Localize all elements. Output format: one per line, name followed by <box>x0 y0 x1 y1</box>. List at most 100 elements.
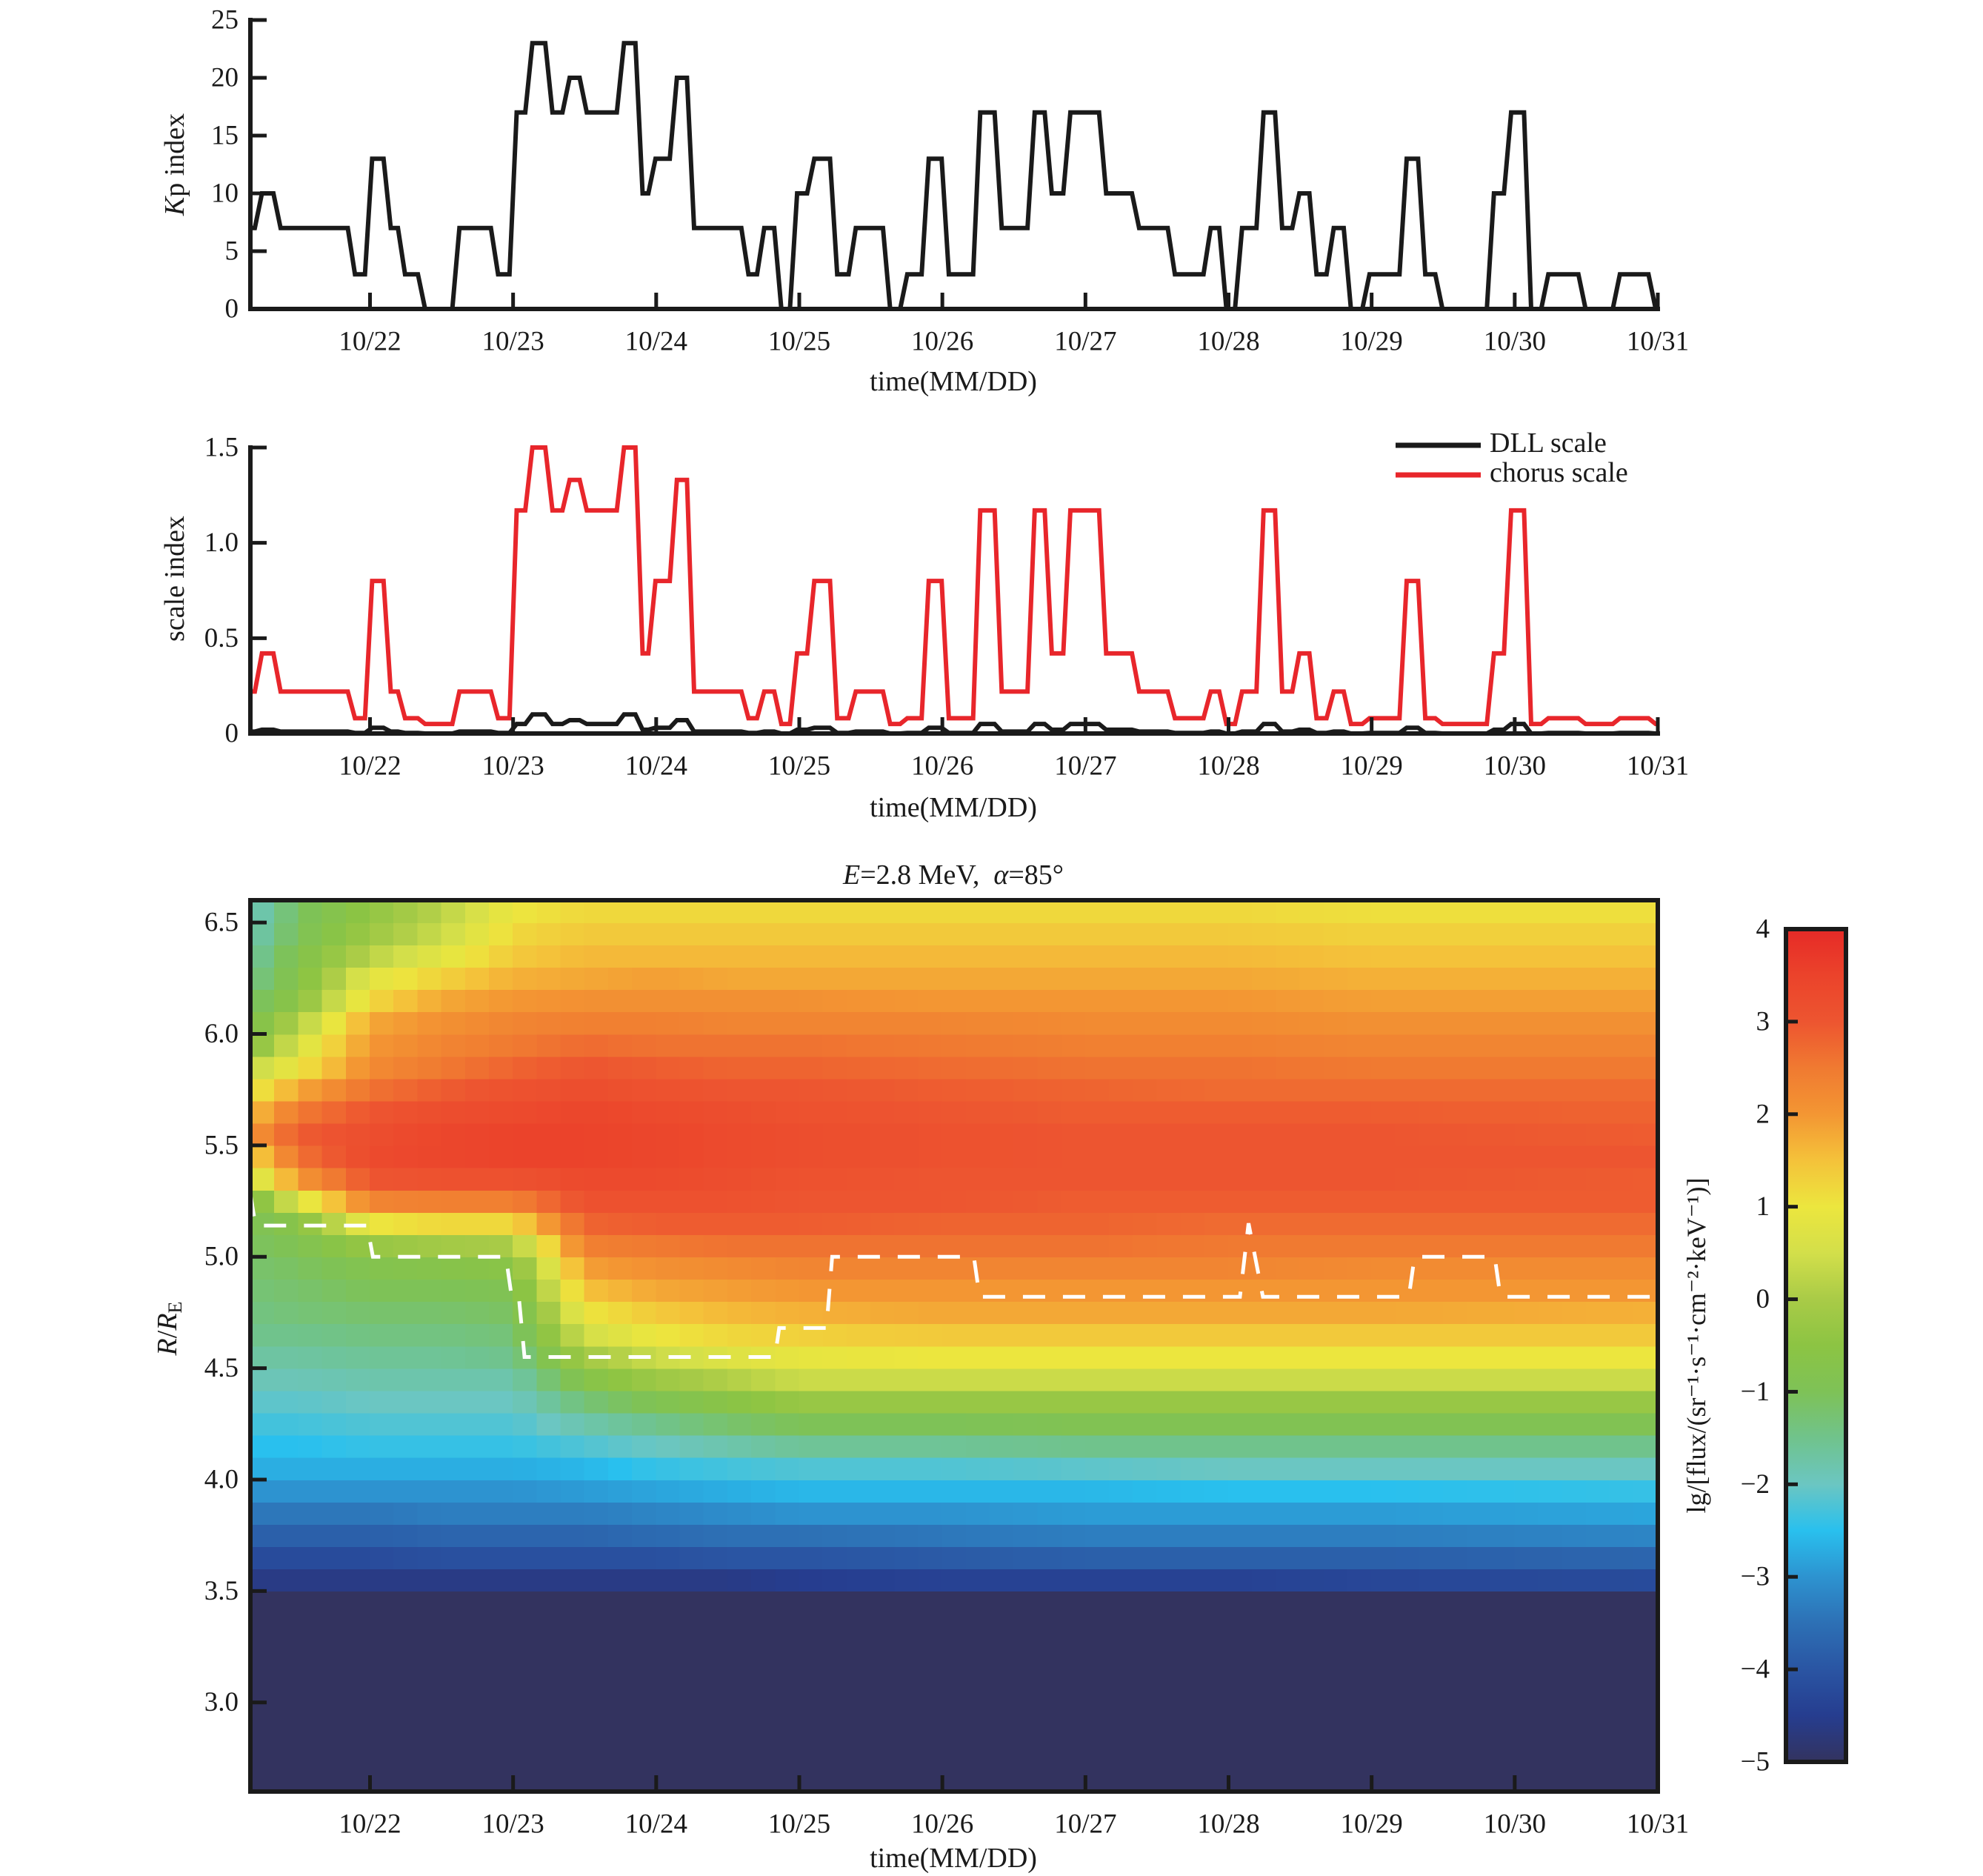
heatmap-cell <box>345 1257 370 1280</box>
heatmap-cell <box>250 1569 275 1592</box>
heatmap-cell <box>727 1368 752 1391</box>
heatmap-cell <box>441 1591 466 1614</box>
heatmap-cell <box>846 1524 871 1547</box>
heatmap-cell <box>536 1323 561 1347</box>
heatmap-cell <box>1371 1502 1396 1525</box>
heatmap-cell <box>1180 1434 1205 1458</box>
heatmap-cell <box>1133 1122 1158 1146</box>
heatmap-cell <box>1204 967 1229 991</box>
heatmap-cell <box>536 1167 561 1191</box>
heatmap-cell <box>894 1412 919 1436</box>
heatmap-cell <box>822 1257 847 1280</box>
heatmap-cell <box>1037 989 1062 1013</box>
heatmap-cell <box>370 1390 394 1414</box>
heatmap-cell <box>1514 1346 1539 1369</box>
heatmap-cell <box>822 1546 847 1570</box>
colorbar-tick-label: −3 <box>1741 1562 1770 1592</box>
heatmap-cell <box>345 1368 370 1391</box>
heatmap-cell <box>1610 1145 1635 1168</box>
heatmap-cell <box>513 967 538 991</box>
y-tick-label: 3.5 <box>204 1576 239 1606</box>
heatmap-cell <box>1442 1234 1467 1257</box>
heatmap-cell <box>1109 1479 1133 1503</box>
heatmap-cell <box>489 1056 513 1080</box>
heatmap-cell <box>417 1346 442 1369</box>
heatmap-cell <box>1562 1569 1587 1592</box>
heatmap-cell <box>822 989 847 1013</box>
heatmap-cell <box>274 1301 299 1325</box>
heatmap-cell <box>965 1122 990 1146</box>
heatmap-cell <box>584 1122 609 1146</box>
heatmap-cell <box>1538 1434 1563 1458</box>
heatmap-cell <box>298 1145 323 1168</box>
heatmap-cell <box>1204 1100 1229 1124</box>
heatmap-cell <box>1347 1546 1372 1570</box>
heatmap-cell <box>870 1457 896 1480</box>
heatmap-cell <box>1276 922 1301 945</box>
heatmap-cell <box>1204 1056 1229 1080</box>
heatmap-cell <box>1490 1457 1516 1480</box>
heatmap-cell <box>1133 1591 1158 1614</box>
heatmap-cell <box>703 1234 728 1257</box>
heatmap-cell <box>1276 1368 1301 1391</box>
heatmap-cell <box>1084 1034 1110 1057</box>
heatmap-cell <box>1490 1569 1516 1592</box>
heatmap-cell <box>441 1524 466 1547</box>
heatmap-cell <box>417 1434 442 1458</box>
heatmap-cell <box>965 989 990 1013</box>
heatmap-cell <box>393 945 419 968</box>
heatmap-cell <box>1419 1122 1444 1146</box>
heatmap-cell <box>370 900 394 923</box>
heatmap-cell <box>489 1546 513 1570</box>
heatmap-cell <box>1276 1056 1301 1080</box>
heatmap-cell <box>345 1434 370 1458</box>
heatmap-cell <box>1514 1434 1539 1458</box>
heatmap-cell <box>1442 1390 1467 1414</box>
heatmap-cell <box>941 967 967 991</box>
heatmap-cell <box>632 1434 657 1458</box>
heatmap-cell <box>298 1368 323 1391</box>
heatmap-cell <box>703 1412 728 1436</box>
heatmap-cell <box>393 1100 419 1124</box>
heatmap-cell <box>584 922 609 945</box>
heatmap-cell <box>1228 1145 1253 1168</box>
heatmap-cell <box>1490 1034 1516 1057</box>
heatmap-cell <box>1204 1034 1229 1057</box>
heatmap-cell <box>560 1056 585 1080</box>
heatmap-cell <box>464 1591 490 1614</box>
heatmap-cell <box>1299 1078 1324 1102</box>
heatmap-cell <box>274 1434 299 1458</box>
heatmap-cell <box>274 1212 299 1235</box>
heatmap-cell <box>1371 967 1396 991</box>
colorbar-tick-label: −2 <box>1741 1469 1770 1500</box>
heatmap-cell <box>870 1257 896 1280</box>
heatmap-cell <box>1514 1569 1539 1592</box>
heatmap-cell <box>703 1457 728 1480</box>
heatmap-cell <box>846 945 871 968</box>
heatmap-cell <box>1228 1100 1253 1124</box>
heatmap-cell <box>560 1323 585 1347</box>
heatmap-cell <box>584 1434 609 1458</box>
heatmap-cell <box>1442 1569 1467 1592</box>
heatmap-cell <box>536 1056 561 1080</box>
heatmap-cell <box>1371 1078 1396 1102</box>
heatmap-cell <box>727 989 752 1013</box>
heatmap-cell <box>1037 1524 1062 1547</box>
heatmap-cell <box>941 1368 967 1391</box>
heatmap-cell <box>846 1279 871 1303</box>
heatmap-cell <box>870 1056 896 1080</box>
heatmap-cell <box>441 1011 466 1035</box>
heatmap-cell <box>1633 1479 1658 1503</box>
heatmap-cell <box>345 1234 370 1257</box>
heatmap-cell <box>1228 1479 1253 1503</box>
heatmap-cell <box>1013 1479 1039 1503</box>
heatmap-cell <box>607 1034 633 1057</box>
heatmap-cell <box>1419 1301 1444 1325</box>
heatmap-cell <box>1013 1457 1039 1480</box>
heatmap-cell <box>1204 1390 1229 1414</box>
heatmap-cell <box>1371 1591 1396 1614</box>
heatmap-cell <box>679 1100 704 1124</box>
heatmap-cell <box>1061 1301 1086 1325</box>
heatmap-cell <box>1276 1145 1301 1168</box>
